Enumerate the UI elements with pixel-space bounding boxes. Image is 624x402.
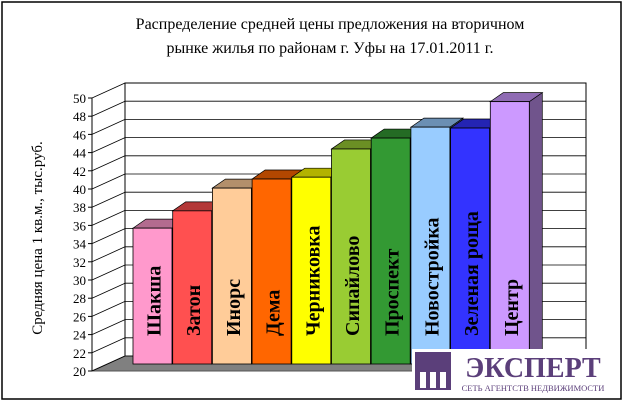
bar-4 [251,178,292,365]
y-tick-label: 34 [73,237,87,252]
y-tick-label: 22 [73,346,86,361]
y-axis-label: Средняя цена 1 кв.м., тыс.руб. [30,141,46,334]
y-tick-label: 26 [73,309,87,324]
y-tick-label: 28 [73,291,86,306]
y-tick-label: 50 [73,91,86,106]
grid-diagonal [91,246,126,263]
grid-diagonal [91,319,126,335]
y-tick-label: 30 [73,273,86,288]
grid-diagonal [91,173,126,190]
bar-category-label: Проспект [382,249,404,336]
grid-diagonal [91,100,126,117]
bar-category-label: Дема [263,290,285,336]
bar-category-label: Затон [183,285,205,336]
chart-title-line-1: Распределение средней цены предложения н… [136,16,525,33]
bar-3 [211,187,252,365]
bar-category-label: Шакша [144,266,166,336]
bar-category-label: Сипайлово [342,236,364,336]
grid-diagonal [91,282,126,299]
grid-diagonal [91,119,126,135]
grid-diagonal [91,155,126,172]
logo-name: ЭКСПЕРТ [465,353,601,384]
chart-title-line-2: рынке жилья по районам г. Уфы на 17.01.2… [166,40,493,57]
grid-diagonal [91,228,126,244]
y-tick-label: 40 [73,182,86,197]
bar-category-label: Черниковка [302,225,324,336]
y-tick-label: 36 [73,218,87,233]
y-tick-label: 42 [73,164,86,179]
grid-diagonal [91,264,126,281]
y-tick-label: 24 [73,328,87,343]
bar-2 [172,210,213,365]
y-tick-label: 20 [73,364,86,379]
y-tick-label: 38 [73,200,86,215]
y-tick-label: 46 [73,127,87,142]
bar-side [528,91,543,365]
grid-diagonal [91,191,126,208]
bar-category-label: Новостройка [421,217,443,336]
bar-9 [450,127,491,365]
bar-category-label: Центр [501,279,523,336]
bar-7 [370,137,411,365]
grid-diagonal [91,137,126,153]
expert-logo: ЭКСПЕРТ СЕТЬ АГЕНТСТВ НЕДВИЖИМОСТИ [412,349,614,396]
bar-category-label: Инорс [223,279,245,336]
grid-diagonal [91,337,126,354]
bar-category-label: Зеленая роща [461,211,483,336]
y-tick-label: 44 [73,146,87,161]
grid-diagonal [91,82,126,99]
bar-5 [291,176,332,365]
bar-6 [331,148,371,365]
y-tick-label: 32 [73,255,86,270]
logo-tagline: СЕТЬ АГЕНТСТВ НЕДВИЖИМОСТИ [462,383,605,393]
grid-diagonal [91,210,126,226]
bar-10 [489,101,530,365]
bar-1 [132,227,173,365]
y-tick-label: 48 [73,109,86,124]
grid-diagonal [91,355,126,372]
grid-diagonal [91,301,126,317]
